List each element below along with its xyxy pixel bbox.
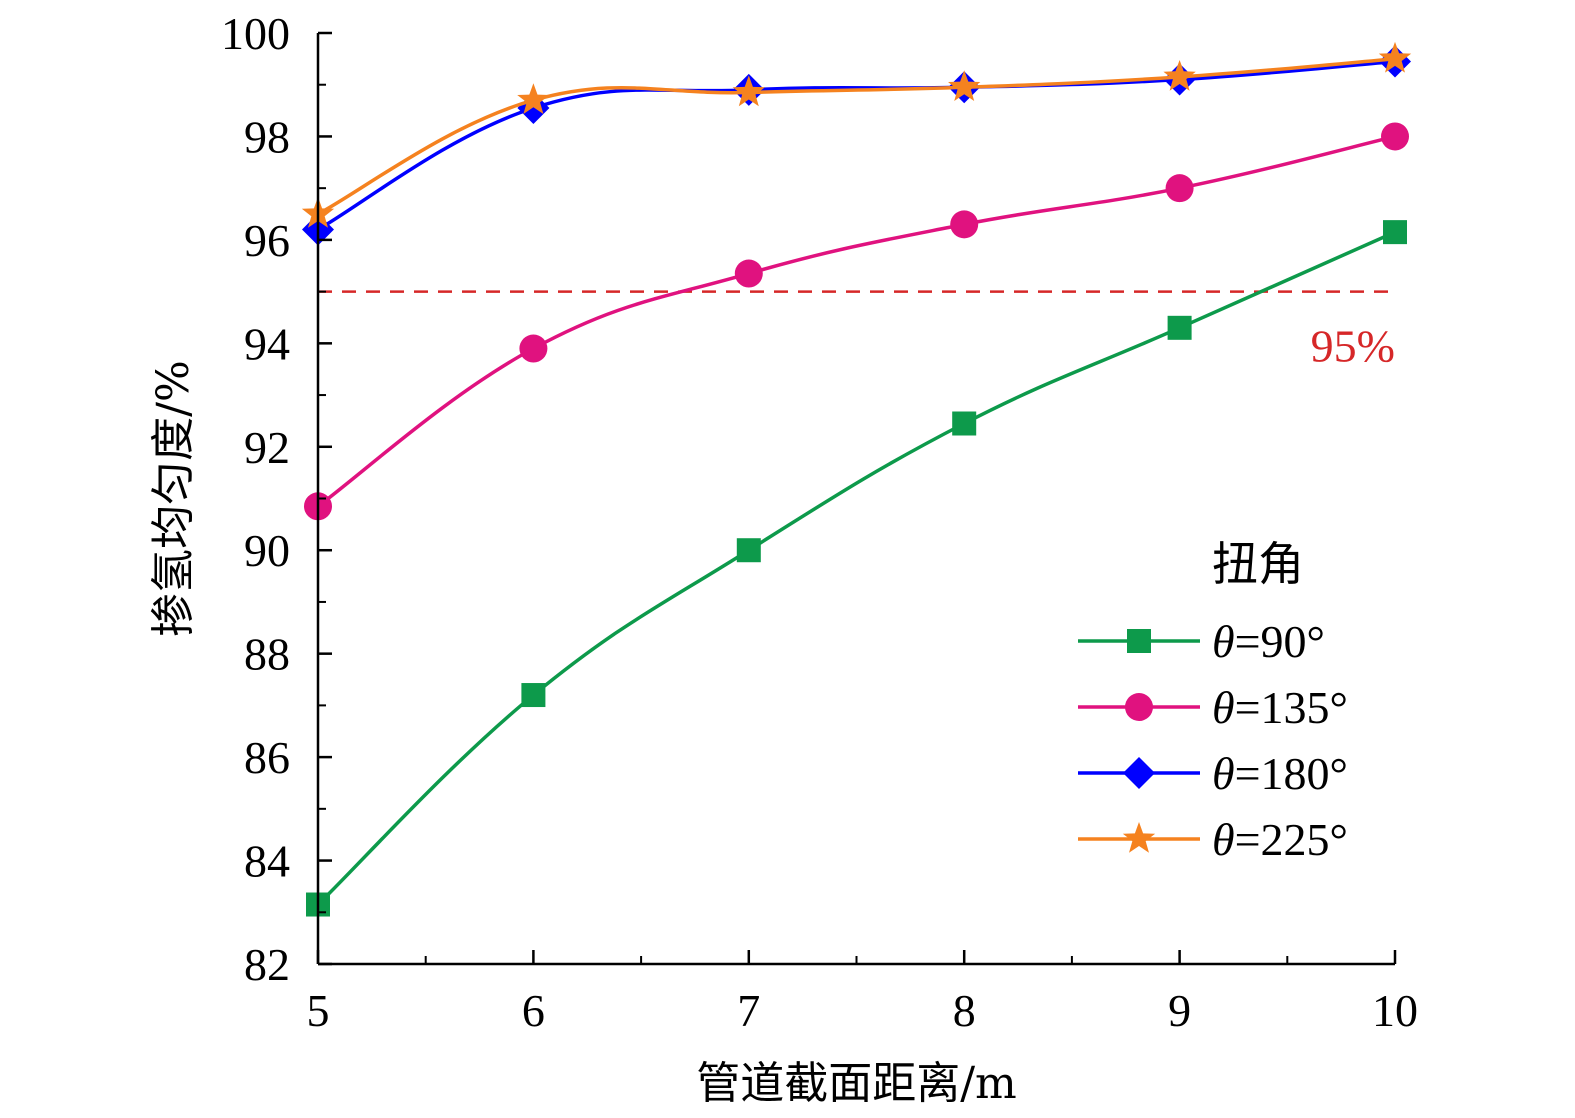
x-tick-label: 8 xyxy=(953,985,976,1036)
data-point-square xyxy=(736,538,761,563)
legend-label-symbol: θ xyxy=(1212,616,1235,667)
data-point-circle xyxy=(950,210,979,239)
legend-label-symbol: θ xyxy=(1212,748,1235,799)
y-tick-label: 90 xyxy=(244,525,290,576)
legend-label-value: =225° xyxy=(1235,814,1348,865)
series-90 xyxy=(306,220,1407,917)
legend-label-value: =135° xyxy=(1235,682,1348,733)
series-line xyxy=(317,59,1396,232)
legend-label: θ=90° xyxy=(1212,616,1325,667)
y-tick-label: 88 xyxy=(244,629,290,680)
x-tick-label: 6 xyxy=(522,985,545,1036)
x-tick-label: 9 xyxy=(1168,985,1191,1036)
legend-label-symbol: θ xyxy=(1212,814,1235,865)
y-tick-label: 94 xyxy=(244,318,290,369)
series-180 xyxy=(302,45,1411,246)
series-line xyxy=(317,57,1396,216)
x-tick-label: 10 xyxy=(1372,985,1418,1036)
data-point-square xyxy=(1383,220,1407,245)
legend-title: 扭角 xyxy=(1212,537,1304,591)
legend-entry: θ=180° xyxy=(1078,748,1348,799)
legend-marker-diamond xyxy=(1123,757,1155,789)
legend: 扭角θ=90°θ=135°θ=180°θ=225° xyxy=(1078,537,1348,865)
data-point-square xyxy=(1167,315,1192,340)
data-point-star xyxy=(948,70,981,102)
data-point-circle xyxy=(1165,174,1194,203)
series-135 xyxy=(304,122,1409,521)
legend-label: θ=180° xyxy=(1212,748,1348,799)
legend-marker-star xyxy=(1122,822,1156,853)
legend-label-symbol: θ xyxy=(1212,682,1235,733)
data-point-circle xyxy=(734,259,763,288)
data-point-star xyxy=(1378,41,1412,73)
legend-entry: θ=90° xyxy=(1078,616,1325,667)
y-tick-label: 82 xyxy=(244,939,290,990)
y-tick-label: 92 xyxy=(244,422,290,473)
data-point-circle xyxy=(519,334,548,363)
legend-marker-square xyxy=(1127,629,1151,653)
series-line xyxy=(316,230,1396,906)
x-axis-title: 管道截面距离/m xyxy=(696,1058,1017,1109)
y-tick-label: 100 xyxy=(221,8,290,59)
y-tick-label: 96 xyxy=(244,215,290,266)
data-point-square xyxy=(521,683,546,708)
axes: 82 84 86 88 90 92 94 96 98 100 5 6 7 8 9 10 管道截面距离/m 掺氢均匀… xyxy=(148,8,1418,1109)
series-line xyxy=(316,134,1396,508)
plot-area: 95% xyxy=(301,41,1412,917)
legend-entry: θ=135° xyxy=(1078,682,1348,733)
legend-label-value: =90° xyxy=(1235,616,1325,667)
x-tick-label: 5 xyxy=(307,985,330,1036)
y-tick-label: 98 xyxy=(244,111,290,162)
data-point-star xyxy=(1163,59,1196,91)
y-axis-title: 掺氢均匀度/% xyxy=(148,360,199,637)
data-point-square xyxy=(952,411,977,436)
legend-label: θ=225° xyxy=(1212,814,1348,865)
x-tick-label: 7 xyxy=(737,985,760,1036)
data-point-star xyxy=(517,83,550,114)
legend-label-value: =180° xyxy=(1235,748,1348,799)
y-tick-label: 84 xyxy=(244,836,290,887)
y-tick-label: 86 xyxy=(244,732,290,783)
legend-marker-circle xyxy=(1125,693,1153,721)
legend-entry: θ=225° xyxy=(1078,814,1348,865)
data-point-circle xyxy=(1381,122,1409,151)
reference-line-label: 95% xyxy=(1311,321,1395,372)
data-point-star xyxy=(732,75,765,107)
legend-label: θ=135° xyxy=(1212,682,1348,733)
